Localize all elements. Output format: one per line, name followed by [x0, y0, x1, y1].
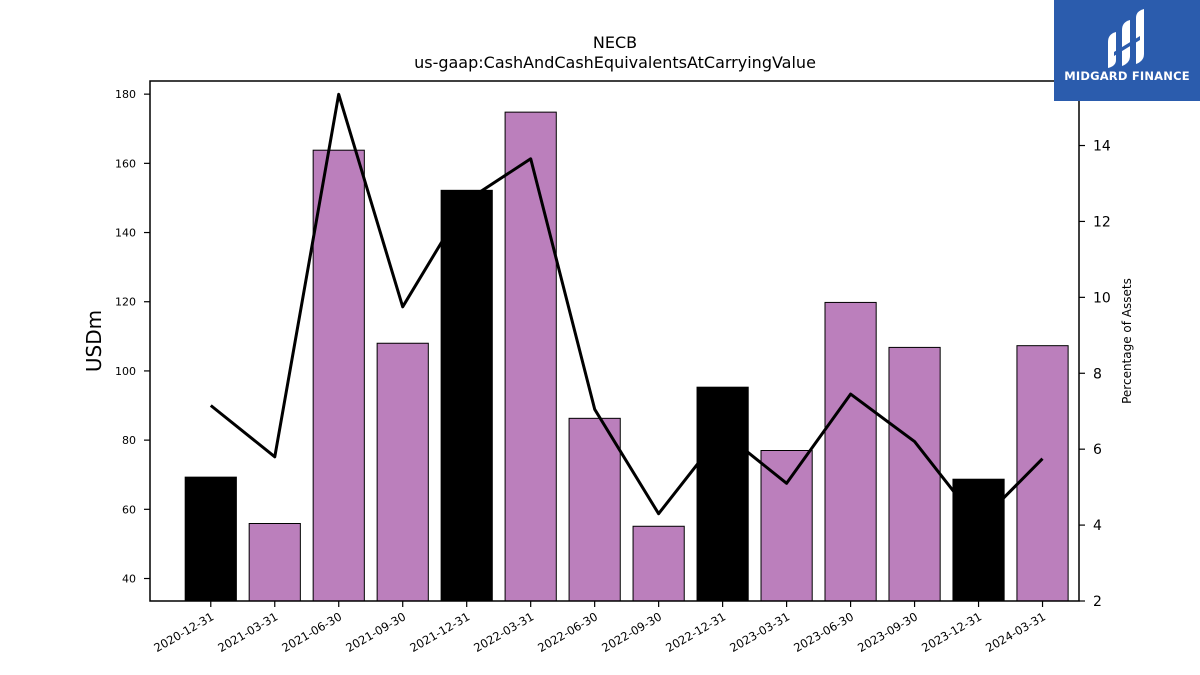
y2-axis-label: Percentage of Assets — [1120, 278, 1134, 404]
x-tick-label: 2021-12-31 — [407, 609, 472, 655]
x-tick-label: 2021-03-31 — [215, 609, 280, 655]
x-tick-label: 2022-09-30 — [599, 609, 664, 655]
x-tick-label: 2024-03-31 — [983, 609, 1048, 655]
bar — [568, 417, 621, 602]
y-tick-label: 140 — [115, 227, 136, 240]
x-tick-label: 2021-09-30 — [343, 609, 408, 655]
y-tick-label: 60 — [122, 503, 136, 516]
y-tick-label: 40 — [122, 573, 136, 586]
x-tick-label: 2023-09-30 — [855, 609, 920, 655]
y-axis-label: USDm — [82, 310, 106, 372]
bar — [824, 301, 877, 602]
bar — [952, 478, 1005, 602]
bar — [376, 342, 429, 602]
percentage-line — [209, 92, 1044, 525]
chart-subtitle: us-gaap:CashAndCashEquivalentsAtCarrying… — [414, 53, 816, 72]
y-tick-label: 180 — [115, 88, 136, 101]
logo-mark-icon — [1108, 9, 1144, 68]
bar — [184, 476, 237, 602]
bar — [1016, 345, 1069, 602]
bar — [888, 346, 941, 602]
y2-tick-label: 4 — [1093, 518, 1102, 534]
bar — [504, 111, 557, 602]
y-tick-label: 80 — [122, 434, 136, 447]
midgard-finance-logo: MIDGARD FINANCE — [1054, 0, 1200, 101]
x-tick-label: 2022-12-31 — [663, 609, 728, 655]
y2-tick-label: 6 — [1093, 442, 1102, 458]
plot-frame — [149, 80, 1080, 602]
y2-tick-label: 14 — [1093, 139, 1111, 155]
bar — [760, 450, 813, 602]
y2-tick-label: 10 — [1093, 290, 1111, 306]
chart-title: NECB — [593, 33, 637, 52]
y-tick-label: 120 — [115, 296, 136, 309]
x-tick-label: 2021-06-30 — [279, 609, 344, 655]
y2-tick-label: 2 — [1093, 594, 1102, 610]
x-tick-label: 2022-03-31 — [471, 609, 536, 655]
bar — [696, 386, 749, 602]
y2-tick-label: 12 — [1093, 214, 1111, 230]
x-tick-label: 2023-12-31 — [919, 609, 984, 655]
x-tick-label: 2020-12-31 — [151, 609, 216, 655]
x-tick-label: 2023-06-30 — [791, 609, 856, 655]
bar — [440, 189, 493, 602]
logo-text: MIDGARD FINANCE — [1064, 69, 1190, 83]
y-tick-label: 100 — [115, 365, 136, 378]
plot-area: 40 60 80 100 120 140 160 180 2 4 6 8 10 12 14 2020-12-3… — [115, 80, 1111, 655]
x-tick-label: 2023-03-31 — [727, 609, 792, 655]
bar — [312, 149, 365, 602]
x-tick-label: 2022-06-30 — [535, 609, 600, 655]
y-tick-label: 160 — [115, 157, 136, 170]
bar — [632, 525, 685, 602]
bar — [248, 523, 301, 602]
y2-tick-label: 8 — [1093, 366, 1102, 382]
